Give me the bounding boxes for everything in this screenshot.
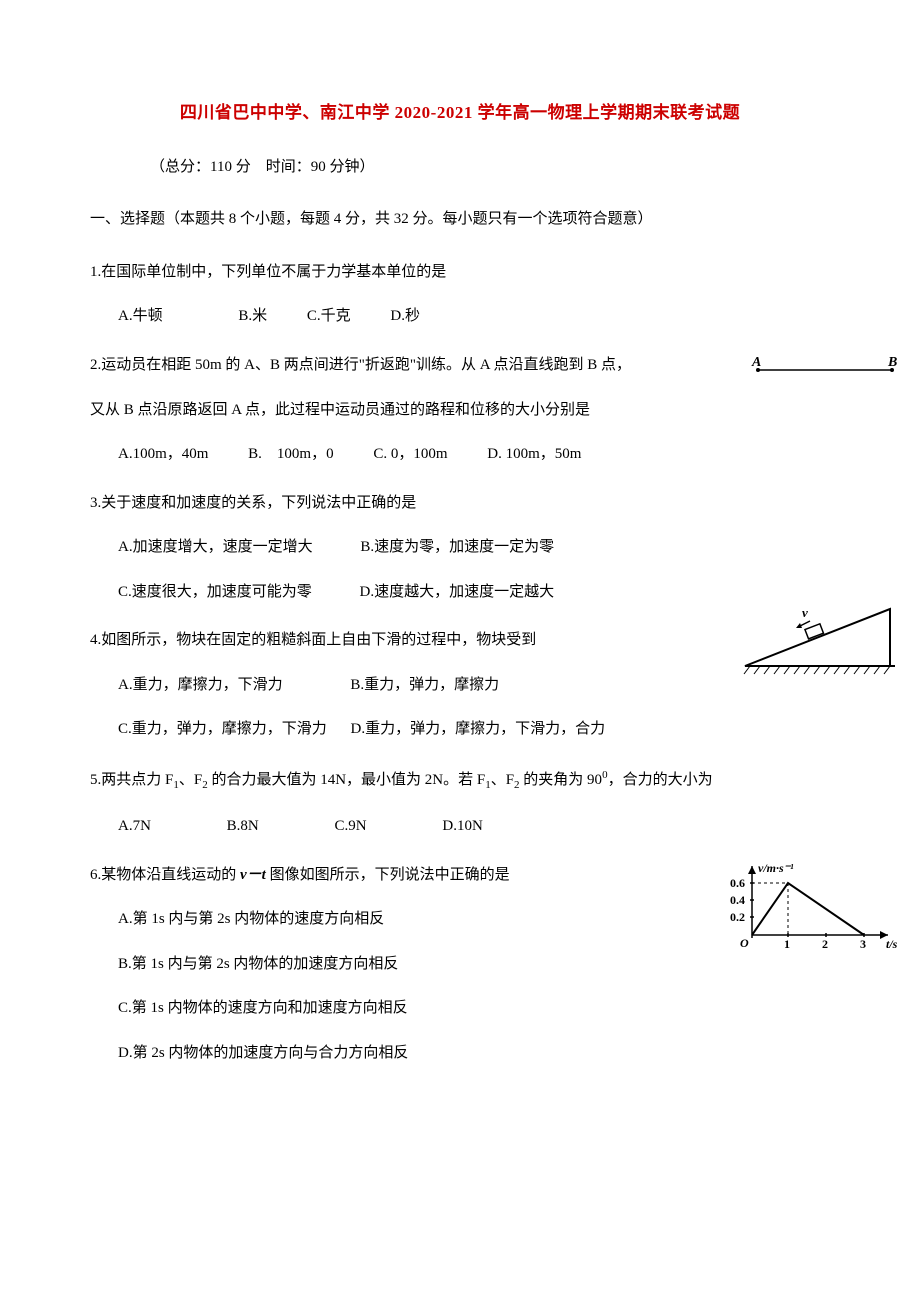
q6-ytick-0: 0.6: [730, 876, 745, 890]
q4-figure: v: [740, 601, 900, 687]
question-2: A B 2.运动员在相距 50m 的 A、B 两点间进行"折返跑"训练。从 A …: [90, 354, 830, 466]
q5-opt-b: B.8N: [227, 815, 259, 838]
section-1-intro: 一、选择题（本题共 8 个小题，每题 4 分，共 32 分。每小题只有一个选项符…: [90, 208, 830, 231]
q5-t8: 的夹角为 90: [520, 772, 603, 788]
q4-opt-b: B.重力，弹力，摩擦力: [350, 674, 499, 697]
q1-opt-a: A.牛顿: [118, 305, 163, 328]
question-6: v/m·s⁻¹ t/s O 0.6 0.4 0.2 1 2 3 6.某物体沿直线…: [90, 864, 830, 1065]
q6-figure: v/m·s⁻¹ t/s O 0.6 0.4 0.2 1 2 3: [730, 860, 900, 958]
q2-opt-b: B. 100m，0: [248, 443, 333, 466]
question-4: v 4.如图所示，物块在固定的粗糙斜面上自由下滑的过程中，物块受到 A.重力，摩…: [90, 629, 830, 741]
q3-opt-b: B.速度为零，加速度一定为零: [360, 536, 554, 559]
q5-t4: 的合力最大值为 14N，最小值为 2N。若 F: [208, 772, 486, 788]
q1-opt-c: C.千克: [307, 305, 351, 328]
q4-fig-v-label: v: [802, 605, 808, 620]
q6-xtick-2: 3: [860, 937, 866, 950]
q2-options: A.100m，40m B. 100m，0 C. 0，100m D. 100m，5…: [90, 443, 830, 466]
q6-ytick-1: 0.4: [730, 893, 745, 907]
q2-opt-a: A.100m，40m: [118, 443, 208, 466]
q6-fig-ylabel: v/m·s⁻¹: [758, 861, 794, 875]
q4-options-row1: A.重力，摩擦力，下滑力 B.重力，弹力，摩擦力: [90, 674, 830, 697]
q5-opt-c: C.9N: [335, 815, 367, 838]
question-5: 5.两共点力 F1、F2 的合力最大值为 14N，最小值为 2N。若 F1、F2…: [90, 767, 830, 838]
q3-opt-c: C.速度很大，加速度可能为零: [118, 581, 312, 604]
q6-stem: 6.某物体沿直线运动的 v－t 图像如图所示，下列说法中正确的是: [90, 864, 830, 887]
q6-opt-c: C.第 1s 内物体的速度方向和加速度方向相反: [118, 997, 794, 1020]
q2-stem-line2: 又从 B 点沿原路返回 A 点，此过程中运动员通过的路程和位移的大小分别是: [90, 399, 590, 422]
q6-t0: 6.某物体沿直线运动的: [90, 867, 240, 883]
q4-opt-a: A.重力，摩擦力，下滑力: [118, 674, 283, 697]
q1-opt-d: D.秒: [390, 305, 420, 328]
q4-opt-d: D.重力，弹力，摩擦力，下滑力，合力: [351, 718, 606, 741]
q5-opt-d: D.10N: [442, 815, 482, 838]
q1-options: A.牛顿 B.米 C.千克 D.秒: [90, 305, 830, 328]
q6-ytick-2: 0.2: [730, 910, 745, 924]
q2-opt-c: C. 0，100m: [373, 443, 447, 466]
exam-title: 四川省巴中中学、南江中学 2020-2021 学年高一物理上学期期末联考试题: [90, 100, 830, 126]
q2-stem: 2.运动员在相距 50m 的 A、B 两点间进行"折返跑"训练。从 A 点沿直线…: [90, 354, 830, 422]
q6-opt-a: A.第 1s 内与第 2s 内物体的速度方向相反: [118, 908, 794, 931]
q2-opt-d: D. 100m，50m: [487, 443, 581, 466]
q5-t10: ，合力的大小为: [608, 772, 713, 788]
q6-options: A.第 1s 内与第 2s 内物体的速度方向相反 B.第 1s 内与第 2s 内…: [90, 908, 830, 1064]
q3-options-row1: A.加速度增大，速度一定增大 B.速度为零，加速度一定为零: [90, 536, 830, 559]
q2-fig-label-a: A: [751, 355, 761, 370]
q6-opt-b: B.第 1s 内与第 2s 内物体的加速度方向相反: [118, 953, 794, 976]
q3-opt-d: D.速度越大，加速度一定越大: [360, 581, 555, 604]
q1-stem: 1.在国际单位制中，下列单位不属于力学基本单位的是: [90, 261, 830, 284]
question-3: 3.关于速度和加速度的关系，下列说法中正确的是 A.加速度增大，速度一定增大 B…: [90, 492, 830, 604]
q4-options-row2: C.重力，弹力，摩擦力，下滑力 D.重力，弹力，摩擦力，下滑力，合力: [90, 718, 830, 741]
q5-stem: 5.两共点力 F1、F2 的合力最大值为 14N，最小值为 2N。若 F1、F2…: [90, 767, 830, 794]
q6-fig-origin: O: [740, 936, 749, 950]
q6-xtick-1: 2: [822, 937, 828, 950]
q2-stem-line1: 2.运动员在相距 50m 的 A、B 两点间进行"折返跑"训练。从 A 点沿直线…: [90, 357, 631, 373]
q3-options-row2: C.速度很大，加速度可能为零 D.速度越大，加速度一定越大: [90, 581, 830, 604]
q3-stem: 3.关于速度和加速度的关系，下列说法中正确的是: [90, 492, 830, 515]
q6-fig-xlabel: t/s: [886, 937, 898, 950]
q4-opt-c: C.重力，弹力，摩擦力，下滑力: [118, 718, 327, 741]
q3-opt-a: A.加速度增大，速度一定增大: [118, 536, 313, 559]
q5-t2: 、F: [179, 772, 202, 788]
q5-options: A.7N B.8N C.9N D.10N: [90, 815, 830, 838]
q6-xtick-0: 1: [784, 937, 790, 950]
q4-stem: 4.如图所示，物块在固定的粗糙斜面上自由下滑的过程中，物块受到: [90, 629, 830, 652]
q2-figure: A B: [750, 354, 900, 382]
q5-t6: 、F: [491, 772, 514, 788]
exam-meta: （总分：110 分 时间：90 分钟）: [90, 156, 830, 179]
q6-t2: 图像如图所示，下列说法中正确的是: [266, 867, 510, 883]
q5-opt-a: A.7N: [118, 815, 151, 838]
q6-vt: v－t: [240, 867, 266, 883]
question-1: 1.在国际单位制中，下列单位不属于力学基本单位的是 A.牛顿 B.米 C.千克 …: [90, 261, 830, 328]
q5-t0: 5.两共点力 F: [90, 772, 173, 788]
q1-opt-b: B.米: [238, 305, 267, 328]
q2-fig-label-b: B: [887, 355, 897, 370]
q6-opt-d: D.第 2s 内物体的加速度方向与合力方向相反: [118, 1042, 794, 1065]
